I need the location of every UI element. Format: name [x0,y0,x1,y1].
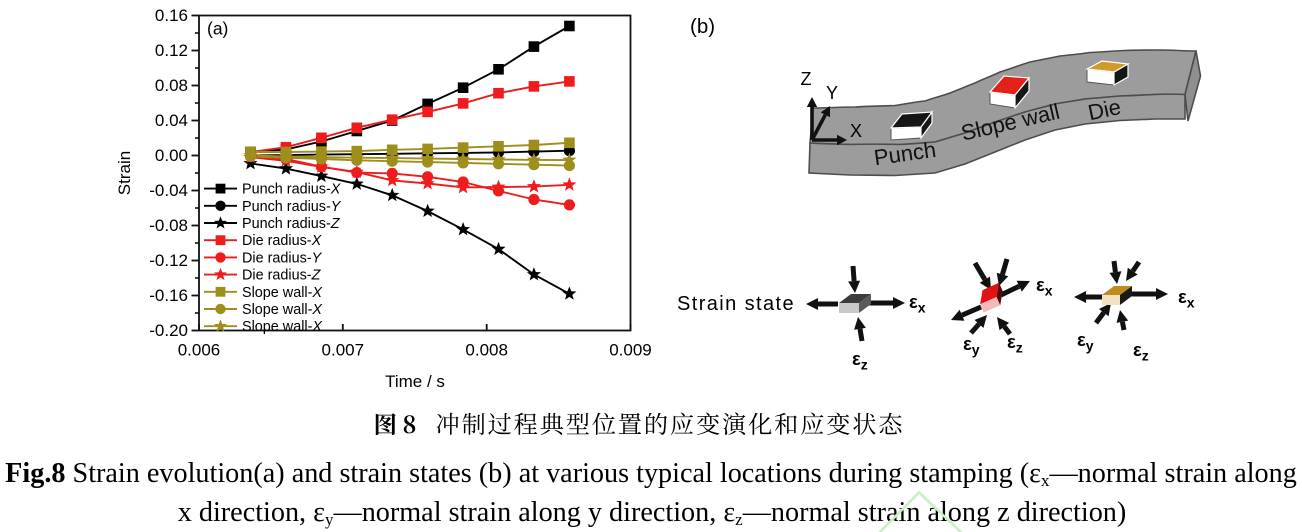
svg-text:Strain state: Strain state [677,293,795,315]
svg-text:Slope wall-X: Slope wall-X [242,302,323,318]
svg-text:Y: Y [826,83,838,103]
svg-text:Die radius-Y: Die radius-Y [242,250,323,266]
svg-text:-0.12: -0.12 [149,251,188,270]
svg-text:-0.08: -0.08 [149,216,188,235]
svg-text:Z: Z [801,69,812,89]
svg-text:Fig.8 Strain evolution(a) and: Fig.8 Strain evolution(a) and strain sta… [5,458,1297,490]
svg-text:X: X [850,121,862,141]
svg-text:Punch radius-Y: Punch radius-Y [242,199,342,215]
svg-text:Slope wall-X: Slope wall-X [242,319,323,335]
svg-text:0.006: 0.006 [178,341,221,360]
svg-text:(a): (a) [207,19,228,39]
svg-text:Die radius-X: Die radius-X [242,233,323,249]
svg-text:Time / s: Time / s [385,372,445,391]
svg-text:Punch radius-X: Punch radius-X [242,182,342,198]
svg-text:0.04: 0.04 [155,111,188,130]
svg-text:Strain: Strain [115,151,134,195]
svg-text:0.007: 0.007 [322,341,365,360]
svg-text:Die radius-Z: Die radius-Z [242,268,322,284]
svg-text:x direction, εy—normal strain: x direction, εy—normal strain along y di… [178,497,1127,529]
svg-text:0.16: 0.16 [155,6,188,25]
svg-text:0.00: 0.00 [155,146,188,165]
svg-text:(b): (b) [690,15,715,38]
svg-text:-0.04: -0.04 [149,181,188,200]
svg-text:Slope wall-X: Slope wall-X [242,285,323,301]
svg-text:-0.20: -0.20 [149,321,188,340]
svg-text:0.08: 0.08 [155,76,188,95]
svg-text:0.12: 0.12 [155,41,188,60]
svg-text:0.009: 0.009 [609,341,652,360]
svg-text:-0.16: -0.16 [149,286,188,305]
svg-text:0.008: 0.008 [465,341,508,360]
svg-text:Punch radius-Z: Punch radius-Z [242,216,341,232]
